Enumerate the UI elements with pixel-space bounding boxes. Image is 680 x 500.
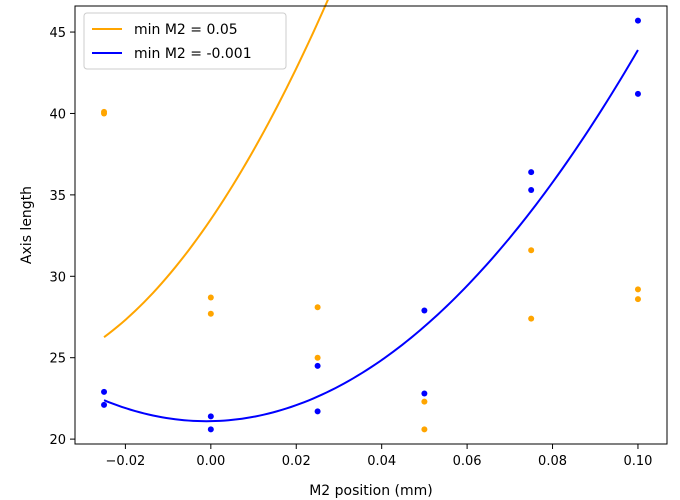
data-point-0-2 [207,294,214,301]
data-point-1-8 [528,169,535,176]
y-tick-label: 40 [49,107,66,122]
legend-label-blue: min M2 = -0.001 [134,46,252,62]
y-tick-label: 25 [49,352,66,367]
data-point-1-10 [634,17,641,24]
data-point-0-3 [207,310,214,317]
data-point-0-11 [634,296,641,303]
y-tick-label: 35 [49,189,66,204]
data-point-0-8 [528,247,535,254]
legend-box [83,12,287,70]
data-point-1-6 [421,307,428,314]
plot-frame [74,5,668,445]
data-point-0-5 [314,354,321,361]
data-point-0-4 [314,304,321,311]
data-point-0-6 [421,398,428,405]
y-tick-label: 20 [49,433,66,448]
x-tick-label: −0.02 [105,454,145,469]
data-point-1-5 [314,408,321,415]
x-tick-label: 0.08 [538,454,567,469]
fit-curve-1 [103,49,639,423]
y-tick-label: 45 [49,26,66,41]
data-point-1-1 [101,401,108,408]
y-tick-label: 30 [49,270,66,285]
x-axis-label: M2 position (mm) [309,483,433,499]
x-tick-label: 0.06 [453,454,482,469]
x-tick-label: 0.00 [196,454,225,469]
data-point-1-2 [207,413,214,420]
data-point-0-1 [101,110,108,117]
data-point-1-9 [528,186,535,193]
fit-curve-0 [103,0,329,338]
x-axis-ticks: −0.02 0.00 0.02 0.04 0.06 0.08 0.10 [105,444,652,469]
fit-curves [103,0,639,423]
data-point-1-11 [634,90,641,97]
data-points [101,17,641,433]
legend: min M2 = 0.05 min M2 = -0.001 [83,12,287,70]
data-point-0-7 [421,426,428,433]
data-point-1-3 [207,426,214,433]
y-axis-ticks: 20 25 30 35 40 45 [49,26,75,448]
data-point-1-4 [314,362,321,369]
data-point-1-0 [101,388,108,395]
y-axis-label: Axis length [19,186,35,264]
x-tick-label: 0.02 [282,454,311,469]
x-tick-label: 0.10 [623,454,652,469]
x-tick-label: 0.04 [367,454,396,469]
legend-label-orange: min M2 = 0.05 [134,22,238,38]
data-point-0-10 [634,286,641,293]
data-point-0-9 [528,315,535,322]
data-point-1-7 [421,390,428,397]
